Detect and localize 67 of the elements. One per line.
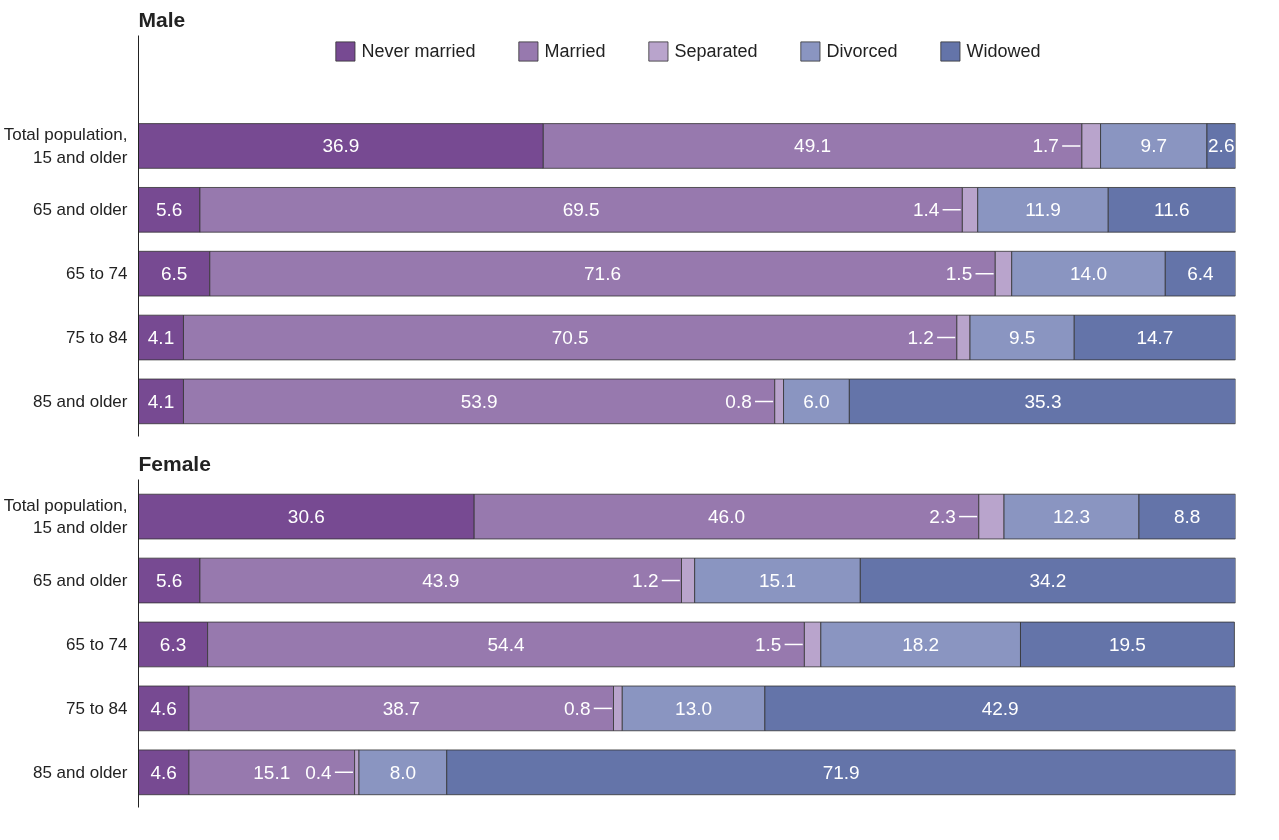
data-label: 1.5: [945, 263, 973, 285]
y-tick-label: 75 to 84: [66, 698, 128, 718]
data-label: 0.8: [725, 390, 752, 412]
y-tick-label: 65 to 74: [66, 634, 128, 654]
data-label: 14.7: [1136, 327, 1174, 349]
data-label: 5.6: [156, 570, 183, 592]
data-label: 0.4: [305, 761, 333, 783]
data-label: 71.6: [584, 263, 622, 285]
data-label: 5.6: [156, 199, 183, 221]
data-label: 53.9: [460, 390, 498, 412]
data-label: 9.7: [1140, 135, 1167, 157]
legend-label: Divorced: [826, 40, 898, 62]
data-label: 69.5: [562, 199, 600, 221]
data-label: 42.9: [981, 697, 1019, 719]
data-label: 11.6: [1154, 199, 1190, 221]
legend-label: Widowed: [966, 40, 1041, 62]
y-tick-label: 85 and older: [32, 762, 128, 782]
data-label: 38.7: [382, 697, 420, 719]
data-label: 2.3: [929, 506, 956, 528]
data-label: 54.4: [487, 633, 525, 655]
data-label: 4.1: [147, 327, 175, 349]
y-tick-label: 85 and older: [32, 391, 128, 411]
data-label: 6.5: [160, 263, 188, 285]
data-label: 14.0: [1070, 263, 1107, 285]
data-label: 8.0: [389, 761, 417, 783]
y-tick-label: 65 and older: [32, 571, 128, 591]
data-label: 6.0: [803, 390, 830, 412]
data-label: 12.3: [1053, 506, 1090, 528]
data-label: 36.9: [322, 135, 360, 157]
data-label: 46.0: [708, 506, 745, 528]
data-label: 6.3: [159, 633, 187, 655]
data-label: 4.6: [150, 697, 177, 719]
y-tick-label: 65 and older: [32, 200, 128, 220]
chart-title: Male: [138, 7, 186, 31]
data-label: 30.6: [287, 506, 325, 528]
data-label: 8.8: [1174, 506, 1201, 528]
data-label: 6.4: [1187, 263, 1215, 285]
data-label: 1.7: [1032, 135, 1059, 157]
data-label: 11.9: [1025, 199, 1061, 221]
data-label: 0.8: [564, 697, 591, 719]
data-label: 1.5: [754, 633, 782, 655]
legend-label: Never married: [361, 40, 476, 62]
data-label: 19.5: [1108, 633, 1146, 655]
data-label: 15.1: [759, 570, 796, 592]
data-label: 71.9: [822, 761, 860, 783]
y-tick-label: Total population, 15 and older: [3, 125, 128, 167]
data-label: 2.6: [1208, 135, 1235, 157]
data-label: 18.2: [902, 633, 940, 655]
data-label: 4.1: [147, 390, 175, 412]
chart-title: Female: [138, 451, 211, 475]
data-label: 13.0: [675, 697, 713, 719]
data-label: 34.2: [1029, 570, 1067, 592]
data-label: 15.1: [253, 761, 291, 783]
data-label: 43.9: [422, 570, 460, 592]
y-tick-label: 75 to 84: [66, 328, 128, 348]
y-tick-label: Total population, 15 and older: [3, 495, 128, 538]
legend-label: Separated: [674, 40, 758, 62]
data-label: 70.5: [551, 327, 589, 349]
data-label: 1.4: [912, 199, 940, 221]
data-label: 9.5: [1008, 327, 1036, 349]
y-tick-label: 65 to 74: [66, 264, 128, 284]
data-label: 35.3: [1024, 390, 1062, 412]
data-label: 49.1: [794, 135, 832, 157]
data-label: 1.2: [632, 570, 659, 592]
data-label: 4.6: [150, 761, 177, 783]
legend-label: Married: [544, 40, 606, 62]
data-label: 1.2: [907, 327, 934, 349]
